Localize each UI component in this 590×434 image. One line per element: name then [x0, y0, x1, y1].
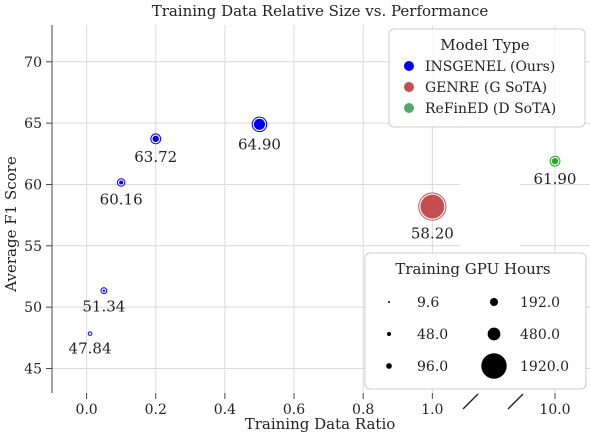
legend-size-label: 9.6 — [417, 295, 439, 311]
model-type-legend-frame — [388, 28, 586, 128]
data-point — [117, 178, 125, 187]
x-tick-label: 0.4 — [214, 402, 236, 418]
data-point-outline — [251, 116, 268, 133]
y-tick-label: 60 — [24, 177, 42, 193]
data-label: 47.84 — [69, 340, 112, 358]
legend-size-marker — [386, 363, 392, 369]
legend-size-marker — [388, 301, 390, 303]
x-tick-label: 0.8 — [352, 402, 374, 418]
data-points — [87, 116, 561, 336]
data-label: 58.20 — [411, 224, 454, 242]
legend-size-label: 96.0 — [417, 359, 448, 375]
data-label: 63.72 — [134, 148, 177, 166]
data-point — [252, 117, 267, 132]
data-point-outline — [418, 192, 447, 221]
data-point — [550, 156, 560, 166]
data-label: 61.90 — [534, 170, 577, 188]
data-point — [88, 331, 92, 336]
legends: Model Type INSGENEL (Ours) GENRE (G SoTA) R… — [364, 28, 587, 390]
axis-break-mark — [507, 393, 524, 410]
data-point-outline — [150, 133, 162, 145]
legend-entry-label: INSGENEL (Ours) — [425, 59, 555, 75]
x-axis-label: Training Data Ratio — [245, 415, 396, 433]
legend-entry-label: GENRE (G SoTA) — [425, 80, 547, 96]
legend-size-marker — [487, 327, 501, 341]
legend-size-label: 192.0 — [520, 295, 560, 311]
axes: 45 50 55 60 65 70 0.0 0.2 0.4 0.6 0.8 1.0 10.0 — [24, 25, 571, 418]
y-tick-label: 50 — [24, 300, 42, 316]
x-tick-label: 0.6 — [283, 402, 305, 418]
gpu-hours-legend-title: Training GPU Hours — [395, 260, 550, 278]
x-tick-label: 1.0 — [421, 402, 443, 418]
y-tick-label: 55 — [24, 239, 42, 255]
legend-entry-label: ReFinED (D SoTA) — [425, 101, 556, 117]
data-label: 64.90 — [238, 136, 281, 154]
legend-marker — [403, 60, 415, 72]
data-point — [150, 134, 161, 144]
legend-size-label: 48.0 — [417, 327, 448, 343]
data-label: 51.34 — [82, 298, 125, 316]
data-point-outline — [116, 178, 126, 187]
x-tick-label: 0.0 — [75, 402, 97, 418]
data-label: 60.16 — [100, 190, 143, 208]
chart-title: Training Data Relative Size vs. Performa… — [152, 2, 489, 20]
legend-marker — [403, 81, 415, 93]
data-point — [418, 193, 446, 221]
legend-size-label: 480.0 — [520, 327, 560, 343]
x-tick-label: 0.2 — [145, 402, 167, 418]
legend-size-label: 1920.0 — [520, 359, 569, 375]
y-tick-label: 70 — [24, 55, 42, 71]
gpu-hours-legend-frame — [364, 252, 587, 390]
data-point-outline — [100, 287, 108, 295]
y-axis-label: Average F1 Score — [2, 156, 20, 293]
legend-size-marker — [489, 297, 499, 307]
x-tick-label: 10.0 — [539, 402, 570, 418]
legend-size-marker — [481, 353, 507, 379]
model-type-legend-title: Model Type — [440, 36, 530, 54]
y-tick-label: 65 — [24, 116, 42, 132]
data-point-outline — [87, 331, 93, 336]
data-point — [101, 287, 107, 294]
legend-marker — [403, 102, 415, 114]
data-point-outline — [549, 155, 561, 167]
y-tick-label: 45 — [24, 361, 42, 377]
legend-size-marker — [386, 331, 392, 337]
axis-break-mark — [462, 393, 479, 410]
data-labels: 47.84 51.34 60.16 63.72 64.90 58.20 61.90 — [69, 136, 577, 358]
